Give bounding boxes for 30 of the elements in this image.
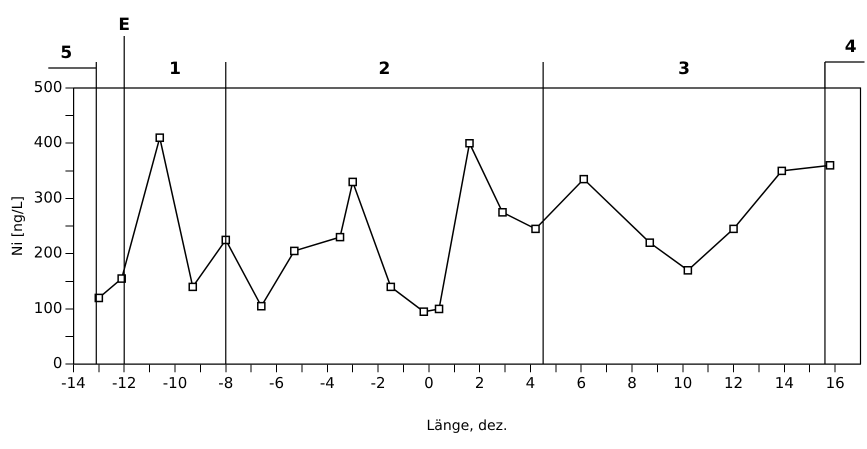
ref-line-label: E [118,15,130,35]
x-tick-label: 10 [673,374,692,392]
x-tick-label: 16 [826,374,845,392]
text: 4 [844,37,857,57]
x-tick-label: -12 [112,374,136,392]
x-tick-label: -4 [320,374,335,392]
x-tick-label: 14 [774,374,794,392]
x-tick-label: -14 [61,374,86,392]
text: 5 [60,43,72,63]
x-tick-label: -2 [370,374,386,392]
x-tick-label: -8 [218,374,234,392]
y-tick-label: 0 [52,354,62,372]
x-tick-label: -10 [162,374,188,392]
x-tick-label: 0 [424,374,434,392]
y-axis-title: Ni [ng/L] [10,196,26,256]
x-tick-label: 12 [724,374,744,392]
text: 1 [169,59,181,79]
x-tick-label: 8 [627,374,637,392]
y-tick-label: 300 [34,188,62,206]
x-tick-label: 2 [474,374,484,392]
x-tick-label: -6 [269,374,284,392]
y-tick-label: 400 [34,133,62,152]
y-tick-label: 200 [34,244,62,262]
y-tick-label: 100 [34,298,62,317]
y-tick-label: 500 [34,78,62,96]
text: 3 [678,59,690,79]
x-tick-label: 6 [576,374,586,392]
text: 2 [378,59,390,79]
x-axis-title: Länge, dez. [426,418,508,434]
x-tick-label: 4 [526,374,536,392]
